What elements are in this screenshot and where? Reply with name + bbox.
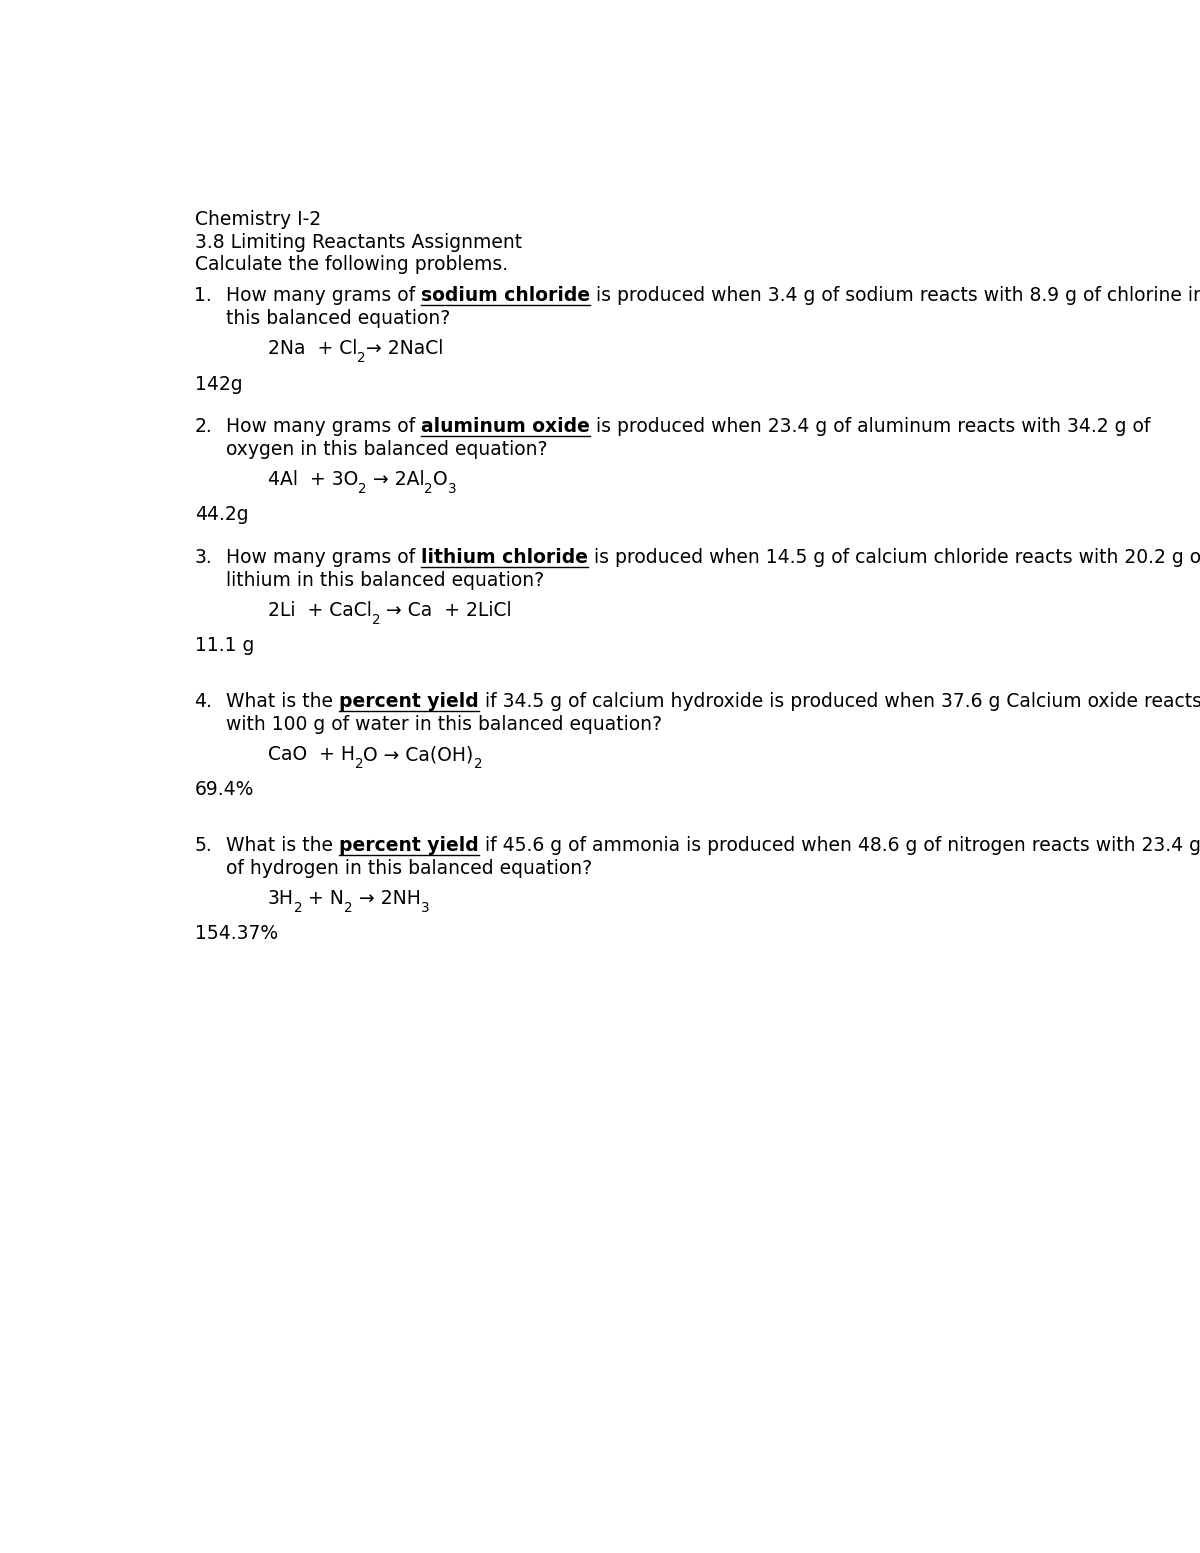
Text: sodium chloride: sodium chloride bbox=[421, 286, 590, 304]
Text: with 100 g of water in this balanced equation?: with 100 g of water in this balanced equ… bbox=[226, 714, 662, 733]
Text: percent yield: percent yield bbox=[338, 836, 479, 854]
Text: 1.: 1. bbox=[194, 286, 212, 304]
Text: 2: 2 bbox=[425, 481, 433, 495]
Text: O: O bbox=[433, 471, 448, 489]
Text: What is the: What is the bbox=[226, 836, 338, 854]
Text: Calculate the following problems.: Calculate the following problems. bbox=[194, 255, 508, 275]
Text: 2Na  + Cl: 2Na + Cl bbox=[268, 340, 358, 359]
Text: 3H: 3H bbox=[268, 890, 294, 909]
Text: → Ca  + 2LiCl: → Ca + 2LiCl bbox=[380, 601, 512, 620]
Text: 2: 2 bbox=[358, 351, 366, 365]
Text: 2: 2 bbox=[355, 756, 364, 770]
Text: 5.: 5. bbox=[194, 836, 212, 854]
Text: if 45.6 g of ammonia is produced when 48.6 g of nitrogen reacts with 23.4 g: if 45.6 g of ammonia is produced when 48… bbox=[479, 836, 1200, 854]
Text: 2: 2 bbox=[474, 756, 482, 770]
Text: 2: 2 bbox=[294, 901, 302, 915]
Text: What is the: What is the bbox=[226, 691, 338, 711]
Text: percent yield: percent yield bbox=[338, 691, 479, 711]
Text: of hydrogen in this balanced equation?: of hydrogen in this balanced equation? bbox=[226, 859, 592, 877]
Text: oxygen in this balanced equation?: oxygen in this balanced equation? bbox=[226, 439, 547, 458]
Text: if 34.5 g of calcium hydroxide is produced when 37.6 g Calcium oxide reacts: if 34.5 g of calcium hydroxide is produc… bbox=[479, 691, 1200, 711]
Text: 3: 3 bbox=[421, 901, 430, 915]
Text: is produced when 23.4 g of aluminum reacts with 34.2 g of: is produced when 23.4 g of aluminum reac… bbox=[590, 416, 1151, 436]
Text: 3.8 Limiting Reactants Assignment: 3.8 Limiting Reactants Assignment bbox=[194, 233, 522, 252]
Text: 4.: 4. bbox=[194, 691, 212, 711]
Text: 2: 2 bbox=[372, 613, 380, 627]
Text: → 2NH: → 2NH bbox=[353, 890, 421, 909]
Text: 11.1 g: 11.1 g bbox=[194, 637, 254, 655]
Text: Chemistry I-2: Chemistry I-2 bbox=[194, 210, 322, 228]
Text: CaO  + H: CaO + H bbox=[268, 745, 355, 764]
Text: 3.: 3. bbox=[194, 548, 212, 567]
Text: 44.2g: 44.2g bbox=[194, 505, 248, 525]
Text: lithium in this balanced equation?: lithium in this balanced equation? bbox=[226, 570, 544, 590]
Text: 2: 2 bbox=[358, 481, 367, 495]
Text: is produced when 14.5 g of calcium chloride reacts with 20.2 g of: is produced when 14.5 g of calcium chlor… bbox=[588, 548, 1200, 567]
Text: 154.37%: 154.37% bbox=[194, 924, 278, 944]
Text: 4Al  + 3O: 4Al + 3O bbox=[268, 471, 358, 489]
Text: O → Ca(OH): O → Ca(OH) bbox=[364, 745, 474, 764]
Text: 2.: 2. bbox=[194, 416, 212, 436]
Text: + N: + N bbox=[302, 890, 344, 909]
Text: 2Li  + CaCl: 2Li + CaCl bbox=[268, 601, 372, 620]
Text: 3: 3 bbox=[448, 481, 456, 495]
Text: this balanced equation?: this balanced equation? bbox=[226, 309, 450, 328]
Text: How many grams of: How many grams of bbox=[226, 286, 421, 304]
Text: → 2NaCl: → 2NaCl bbox=[366, 340, 443, 359]
Text: lithium chloride: lithium chloride bbox=[421, 548, 588, 567]
Text: How many grams of: How many grams of bbox=[226, 548, 421, 567]
Text: 69.4%: 69.4% bbox=[194, 781, 254, 800]
Text: 142g: 142g bbox=[194, 374, 242, 393]
Text: is produced when 3.4 g of sodium reacts with 8.9 g of chlorine in: is produced when 3.4 g of sodium reacts … bbox=[590, 286, 1200, 304]
Text: aluminum oxide: aluminum oxide bbox=[421, 416, 590, 436]
Text: 2: 2 bbox=[344, 901, 353, 915]
Text: → 2Al: → 2Al bbox=[367, 471, 425, 489]
Text: How many grams of: How many grams of bbox=[226, 416, 421, 436]
